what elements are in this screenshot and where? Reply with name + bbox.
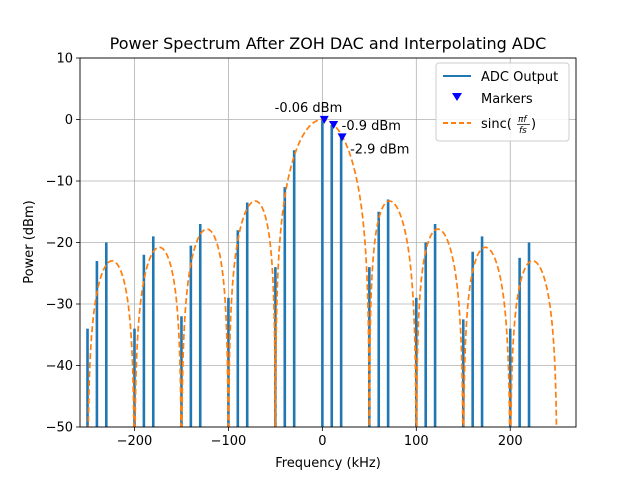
marker-annotation: -0.06 dBm xyxy=(275,101,343,116)
legend-markers-swatch xyxy=(452,93,462,101)
y-tick-label: −20 xyxy=(46,236,73,251)
marker-point xyxy=(337,133,347,142)
x-tick-label: −100 xyxy=(211,434,247,449)
y-tick-label: −10 xyxy=(46,175,73,190)
legend: ADC Output Markers sinc(πf fs) xyxy=(435,62,570,142)
x-tick-label: 200 xyxy=(498,434,523,449)
x-tick-label: 100 xyxy=(404,434,429,449)
y-tick-label: −30 xyxy=(46,298,73,313)
marker-annotation: -2.9 dBm xyxy=(350,142,409,157)
chart-title: Power Spectrum After ZOH DAC and Interpo… xyxy=(110,34,547,53)
y-tick-label: 10 xyxy=(56,52,73,67)
x-tick-label: −200 xyxy=(117,434,153,449)
legend-box xyxy=(435,62,570,142)
y-axis-ticks: −50 −40 −30 −20 −10 0 10 xyxy=(46,52,80,436)
marker-annotation: -0.9 dBm xyxy=(342,119,401,134)
marker-annotations: -0.06 dBm -0.9 dBm -2.9 dBm xyxy=(275,101,410,157)
y-axis-label: Power (dBm) xyxy=(22,200,37,283)
y-tick-label: −40 xyxy=(46,359,73,374)
x-axis-ticks: −200 −100 0 100 200 xyxy=(117,427,523,449)
markers-series xyxy=(319,115,347,142)
y-tick-label: −50 xyxy=(46,421,73,436)
x-axis-label: Frequency (kHz) xyxy=(275,456,381,471)
marker-point xyxy=(329,121,339,130)
legend-adc-output-label: ADC Output xyxy=(481,70,558,85)
adc-output-series xyxy=(86,119,531,427)
legend-sinc-label: sinc(πf fs) xyxy=(481,115,536,136)
x-tick-label: 0 xyxy=(318,434,326,449)
legend-markers-label: Markers xyxy=(481,92,533,107)
y-tick-label: 0 xyxy=(65,113,73,128)
marker-point xyxy=(319,115,329,124)
